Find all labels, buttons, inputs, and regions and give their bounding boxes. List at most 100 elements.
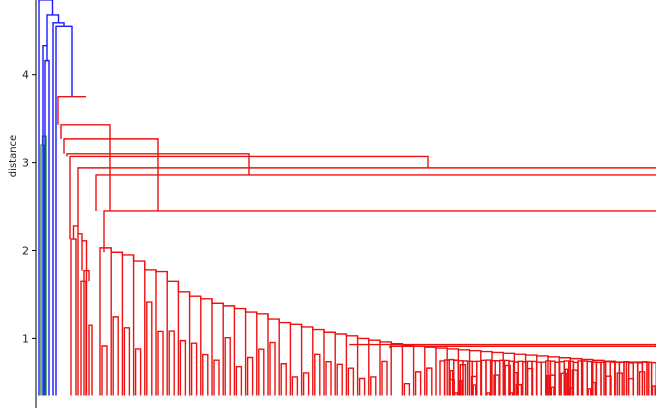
dendrogram-link-28 [213,359,220,396]
y-tick-label-4: 4 [22,69,29,82]
dendrogram-link-17 [155,269,168,396]
dendrogram-link-8 [101,345,108,396]
dendrogram-link-14 [134,348,142,396]
dendrogram-link-9 [110,247,124,396]
dendrogram-link-4 [72,225,79,240]
dendrogram-link-177 [38,0,54,396]
dendrogram-link-102 [449,369,454,396]
dendrogram-link-130 [546,374,550,396]
dendrogram-link-120 [509,392,514,396]
dendrogram-link-63 [414,371,422,396]
dendrogram-link-29 [222,303,236,396]
dendrogram-link-33 [244,308,258,396]
dendrogram-link-10 [112,316,119,396]
dendrogram-link-32 [235,365,243,396]
dendrogram-link-66 [435,347,448,396]
y-tick-label-3: 3 [22,157,29,170]
dendrogram-link-162 [103,210,656,253]
dendrogram-link-52 [347,367,355,396]
dendrogram-link-69 [457,348,471,396]
dendrogram-link-58 [381,360,388,396]
dendrogram-link-34 [246,356,254,396]
dendrogram-link-18 [157,330,164,396]
dendrogram-link-53 [356,335,370,396]
dendrogram-link-46 [314,353,321,396]
dendrogram-link-158 [650,361,656,396]
dendrogram-link-5 [77,233,83,396]
dendrogram-link-48 [325,360,332,396]
dendrogram-link-59 [390,341,404,396]
dendrogram-link-168 [60,124,111,211]
dendrogram-link-44 [302,372,310,396]
dendrogram-link-143 [587,388,592,396]
dendrogram-link-26 [202,353,209,396]
dendrogram-link-89 [580,358,594,396]
dendrogram-link-173 [42,44,48,396]
dendrogram-link-104 [454,392,458,396]
dendrogram-link-138 [569,387,573,396]
dendrogram-link-11 [121,252,135,396]
dendrogram-link-55 [368,338,381,396]
dendrogram-link-23 [188,291,202,396]
dendrogram-link-78 [513,353,527,396]
dendrogram-link-87 [569,357,583,396]
dendrogram-links [38,0,656,396]
dendrogram-link-136 [564,368,569,396]
dendrogram-link-160 [389,345,656,349]
dendrogram-link-7 [99,247,112,396]
dendrogram-link-163 [95,174,656,211]
dendrogram-link-27 [211,298,224,396]
dendrogram-link-51 [345,334,359,396]
dendrogram-link-16 [146,301,153,396]
dendrogram-link-164 [77,167,656,226]
dendrogram-link-13 [132,254,146,396]
dendrogram-link-167 [63,138,159,211]
dendrogram-link-30 [224,337,231,396]
dendrogram-link-90 [592,359,605,396]
y-tick-label-2: 2 [22,245,29,258]
dendrogram-link-77 [504,364,511,396]
dendrogram-link-73 [480,350,493,396]
dendrogram-link-15 [144,261,157,396]
dendrogram-link-24 [190,342,198,396]
dendrogram-link-22 [179,339,187,396]
dendrogram-link-20 [168,330,175,396]
dendrogram-link-110 [472,384,477,396]
dendrogram-link-114 [486,392,491,396]
dendrogram-link-54 [358,377,366,396]
dendrogram-link-65 [426,367,433,396]
dendrogram-link-132 [550,386,555,396]
dendrogram-link-36 [258,348,265,396]
dendrogram-link-21 [177,281,191,396]
dendrogram-link-169 [57,95,86,125]
dendrogram-link-41 [289,322,303,396]
dendrogram-link-31 [233,305,247,396]
dendrogram-link-122 [513,372,518,396]
dendrogram-link-40 [280,363,287,396]
dendrogram-link-45 [312,326,325,396]
dendrogram-link-37 [267,313,280,396]
dendrogram-link-19 [166,271,180,396]
dendrogram-link-172 [44,59,50,396]
dendrogram-link-50 [336,363,343,396]
dendrogram-link-106 [458,379,463,396]
dendrogram-link-85 [558,356,572,396]
dendrogram-link-175 [52,22,65,396]
dendrogram-link-61 [403,382,411,396]
dendrogram-link-0 [70,238,77,396]
dendrogram-link-57 [379,340,392,396]
dendrogram-link-42 [291,376,299,396]
dendrogram-link-12 [123,327,131,396]
dendrogram-link-49 [334,332,348,396]
dendrogram-link-161 [349,343,656,347]
y-tick-label-1: 1 [22,332,29,345]
dendrogram-link-6 [81,240,88,396]
dendrogram-link-74 [491,351,504,396]
dendrogram-link-38 [269,341,276,396]
y-axis-label: distance [8,135,19,177]
dendrogram-link-47 [323,329,336,396]
dendrogram-link-39 [278,319,292,396]
dendrogram-link-35 [256,312,269,396]
dendrogram-link-43 [300,324,314,396]
